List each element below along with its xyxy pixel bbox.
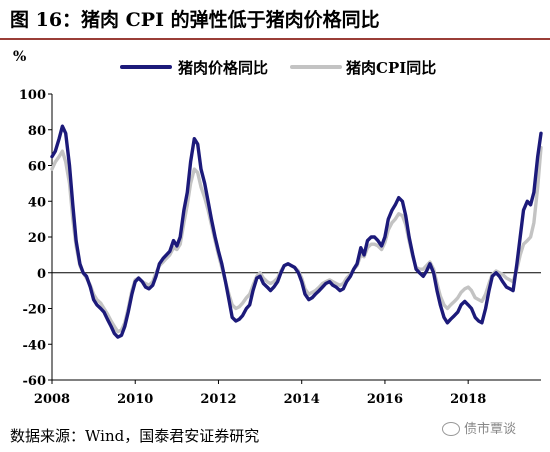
series-line-pork-price-yoy — [50, 124, 543, 339]
x-tick-label: 2010 — [117, 392, 153, 407]
x-tick-label: 2016 — [367, 392, 403, 407]
x-tick-label: 2008 — [34, 392, 70, 407]
title-divider — [0, 38, 550, 40]
y-tick-label: 60 — [28, 160, 46, 175]
y-tick-label: -60 — [23, 374, 47, 389]
x-tick-label: 2012 — [200, 392, 236, 407]
y-tick-label: 100 — [19, 88, 46, 103]
x-tick-label: 2018 — [450, 392, 486, 407]
legend-label-pork-cpi-yoy: 猪肉CPI同比 — [345, 59, 436, 77]
y-tick-label: 80 — [28, 124, 46, 139]
x-tick-label: 2014 — [284, 392, 320, 407]
y-tick-label: 40 — [28, 195, 46, 210]
chart-title: 图 16：猪肉 CPI 的弹性低于猪肉价格同比 — [10, 9, 380, 31]
watermark: 债市覃谈 — [442, 416, 516, 444]
y-axis-unit-label: % — [13, 49, 26, 65]
wechat-icon — [442, 421, 460, 436]
source-note: 数据来源：Wind，国泰君安证券研究 — [10, 427, 260, 445]
y-tick-label: -40 — [23, 338, 47, 353]
y-tick-label: -20 — [23, 303, 47, 318]
legend-label-pork-price-yoy: 猪肉价格同比 — [177, 59, 268, 77]
y-tick-label: 0 — [37, 267, 46, 282]
watermark-text: 债市覃谈 — [464, 422, 517, 437]
y-tick-label: 20 — [28, 231, 46, 246]
